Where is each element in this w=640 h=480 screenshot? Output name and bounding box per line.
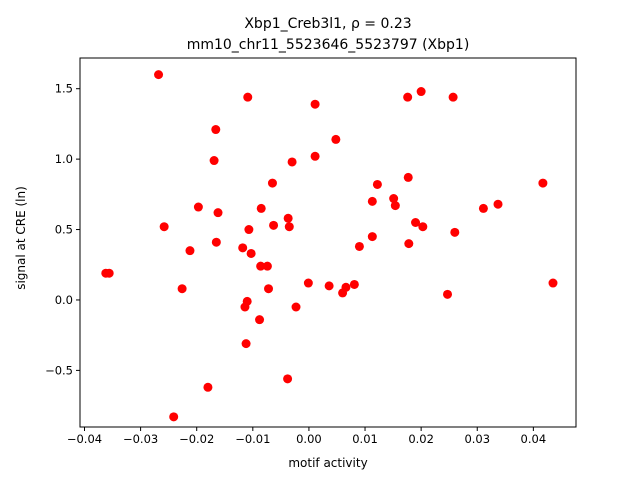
data-point bbox=[243, 92, 253, 102]
data-point bbox=[354, 241, 364, 251]
data-point bbox=[349, 279, 359, 289]
data-point bbox=[169, 412, 179, 422]
data-point bbox=[403, 92, 413, 102]
data-point bbox=[269, 220, 279, 230]
x-tick-label: −0.02 bbox=[179, 432, 214, 446]
x-tick-label: 0.01 bbox=[352, 432, 378, 446]
data-point bbox=[256, 203, 266, 213]
x-tick-label: −0.01 bbox=[235, 432, 270, 446]
data-point bbox=[240, 302, 250, 312]
data-point bbox=[450, 227, 460, 237]
data-point bbox=[390, 201, 400, 211]
plot-frame bbox=[79, 57, 577, 428]
data-point bbox=[104, 268, 114, 278]
data-point bbox=[548, 278, 558, 288]
y-axis-label: signal at CRE (ln) bbox=[14, 186, 28, 290]
data-point bbox=[403, 172, 413, 182]
x-tick-label: 0.02 bbox=[408, 432, 434, 446]
data-point bbox=[372, 179, 382, 189]
data-point bbox=[287, 157, 297, 167]
data-point bbox=[238, 243, 248, 253]
y-tick-label: 1.0 bbox=[55, 152, 73, 166]
data-point bbox=[389, 194, 399, 204]
y-tick-label: 0.0 bbox=[55, 293, 73, 307]
plot-area: −0.04 −0.03 −0.02 −0.01 0.00 0.01 0.02 0.03 0.04… bbox=[45, 57, 577, 446]
x-axis-label: motif activity bbox=[288, 456, 367, 470]
data-point bbox=[244, 225, 254, 235]
x-tick-label: 0.03 bbox=[464, 432, 490, 446]
data-point bbox=[154, 70, 164, 80]
data-point bbox=[331, 134, 341, 144]
data-point bbox=[177, 284, 187, 294]
data-point bbox=[418, 222, 428, 232]
data-point bbox=[209, 156, 219, 166]
data-point bbox=[262, 261, 272, 271]
data-point bbox=[493, 199, 503, 209]
chart-title-line1: Xbp1_Creb3l1, ρ = 0.23 bbox=[244, 16, 411, 32]
data-point bbox=[404, 239, 414, 249]
x-tick-label: −0.03 bbox=[123, 432, 158, 446]
y-tick-label: 0.5 bbox=[55, 223, 73, 237]
data-point bbox=[416, 87, 426, 97]
data-point bbox=[255, 315, 265, 325]
data-point bbox=[283, 213, 293, 223]
data-point bbox=[264, 284, 274, 294]
data-point bbox=[246, 248, 256, 258]
data-point bbox=[213, 208, 223, 218]
data-point bbox=[310, 151, 320, 161]
data-point bbox=[283, 374, 293, 384]
data-point bbox=[310, 99, 320, 109]
data-point bbox=[211, 237, 221, 247]
data-point bbox=[256, 261, 266, 271]
chart-title-line2: mm10_chr11_5523646_5523797 (Xbp1) bbox=[187, 37, 470, 53]
data-point bbox=[324, 281, 334, 291]
data-point bbox=[367, 232, 377, 242]
x-tick-label: 0.00 bbox=[296, 432, 322, 446]
data-point bbox=[267, 178, 277, 188]
data-point bbox=[291, 302, 301, 312]
y-tick-label: 1.5 bbox=[55, 82, 73, 96]
data-point bbox=[367, 196, 377, 206]
data-point bbox=[338, 288, 348, 298]
data-point bbox=[448, 92, 458, 102]
data-point bbox=[538, 178, 548, 188]
data-point bbox=[241, 339, 251, 349]
data-point bbox=[284, 222, 294, 232]
x-tick-label: −0.04 bbox=[67, 432, 102, 446]
data-point bbox=[193, 202, 203, 212]
data-point bbox=[159, 222, 169, 232]
x-tick-label: 0.04 bbox=[521, 432, 547, 446]
data-point bbox=[411, 218, 421, 227]
data-point bbox=[185, 246, 195, 256]
data-point bbox=[303, 278, 313, 288]
data-point bbox=[478, 203, 488, 213]
y-tick-label: −0.5 bbox=[45, 363, 73, 377]
data-point bbox=[443, 289, 453, 299]
data-point bbox=[203, 382, 213, 392]
data-point bbox=[211, 125, 221, 135]
